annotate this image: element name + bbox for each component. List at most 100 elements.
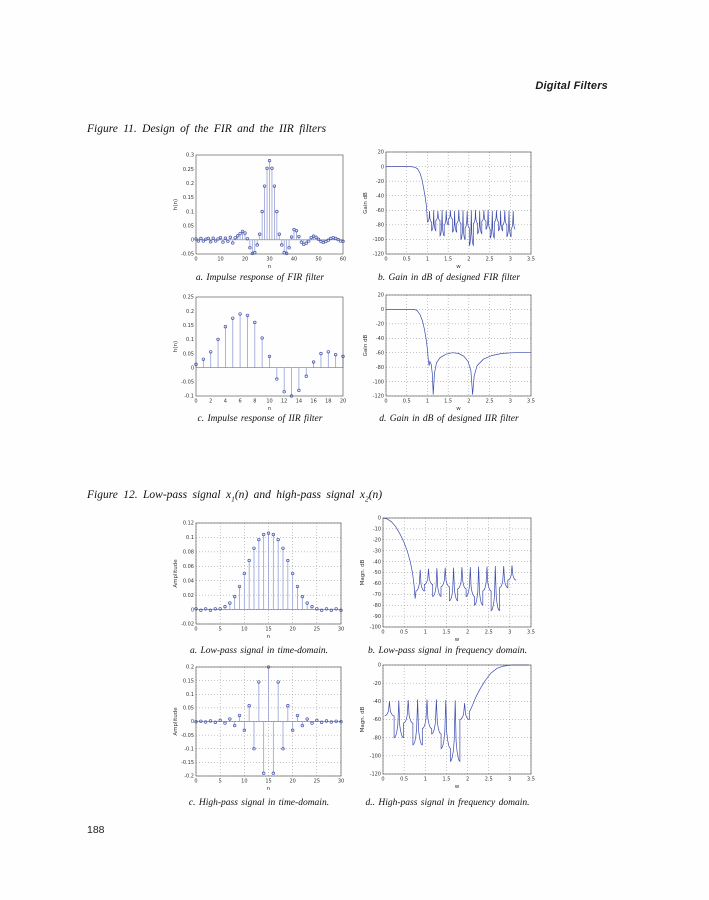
svg-text:Gain dB: Gain dB — [363, 192, 369, 214]
svg-text:2.5: 2.5 — [485, 630, 493, 636]
svg-text:-60: -60 — [376, 208, 384, 214]
svg-text:3.5: 3.5 — [527, 257, 535, 263]
svg-text:-60: -60 — [373, 581, 381, 587]
svg-text:-20: -20 — [373, 681, 381, 687]
svg-text:w: w — [456, 264, 461, 270]
svg-text:1: 1 — [424, 777, 427, 783]
svg-text:12: 12 — [281, 399, 287, 405]
svg-text:0.25: 0.25 — [183, 295, 194, 301]
svg-text:30: 30 — [266, 257, 272, 263]
svg-text:25: 25 — [314, 779, 320, 785]
svg-text:-100: -100 — [373, 237, 384, 243]
lp-time-plot: 0 5 10 15 20 25 300.120.10.080.060.040.020-0.0… — [173, 521, 344, 640]
svg-text:-0.2: -0.2 — [184, 774, 194, 780]
svg-text:Amplitude: Amplitude — [173, 707, 179, 736]
svg-text:w: w — [455, 637, 460, 643]
svg-text:-40: -40 — [373, 559, 381, 565]
svg-text:0: 0 — [378, 516, 381, 522]
figure12-caption-mid: (n) and high-pass signal x — [234, 489, 365, 501]
svg-text:18: 18 — [325, 399, 331, 405]
svg-text:-120: -120 — [370, 772, 381, 778]
svg-text:Magn. dB: Magn. dB — [360, 706, 366, 732]
svg-text:20: 20 — [378, 293, 384, 299]
svg-text:h(n): h(n) — [173, 199, 179, 210]
chart-fir-impulse: 0 10 20 30 40 50 60 0.3 0.25 0.2 0.15 0.1 0.05 0 -0.05… — [170, 150, 350, 270]
svg-text:60: 60 — [340, 257, 346, 263]
svg-text:w: w — [456, 406, 461, 412]
svg-text:-100: -100 — [370, 625, 381, 631]
svg-text:1: 1 — [426, 399, 429, 405]
svg-text:-0.1: -0.1 — [184, 394, 194, 400]
svg-text:20: 20 — [242, 257, 248, 263]
svg-text:3: 3 — [508, 777, 511, 783]
svg-text:10: 10 — [241, 779, 247, 785]
figure12-caption: Figure 12. Low-pass signal x1(n) and hig… — [87, 489, 382, 503]
hp-time-plot: 0 5 10 15 20 25 30 0.2 0.15 0.1 0.05 0 -0.05 -0.1 -0.1… — [173, 665, 344, 792]
svg-text:0.02: 0.02 — [183, 593, 194, 599]
svg-text:20: 20 — [289, 779, 295, 785]
svg-text:h(n): h(n) — [173, 341, 179, 352]
svg-text:3.5: 3.5 — [527, 777, 535, 783]
svg-text:-10: -10 — [373, 527, 381, 533]
svg-text:0.5: 0.5 — [400, 777, 408, 783]
iir-impulse-plot: 0 2 4 6 8 10 12 14 16 18 20 0.25 0.2 0.15 0.1 0.05 0 -0.0… — [173, 295, 346, 412]
chart-lp-time: 0 5 10 15 20 25 30 0.12 0.1 0.08 0.06 0.04 0.02 0 -0.0… — [170, 518, 348, 640]
svg-text:0.25: 0.25 — [183, 167, 194, 173]
svg-text:0.1: 0.1 — [186, 337, 194, 343]
svg-text:0.08: 0.08 — [183, 550, 194, 556]
svg-text:0.1: 0.1 — [186, 692, 194, 698]
svg-text:-40: -40 — [376, 336, 384, 342]
svg-text:0.05: 0.05 — [183, 223, 194, 229]
svg-text:-0.15: -0.15 — [181, 760, 194, 766]
chart-iir-gain: 0 0.5 1 1.5 2 2.5 3 3.5 20 0 -20 -40 -60 -80 -100 -120 w… — [360, 290, 538, 412]
svg-text:25: 25 — [314, 627, 320, 633]
svg-text:3: 3 — [509, 399, 512, 405]
chart-hp-freq: 0 0.5 1 1.5 2 2.5 3 3.5 0 -20 -40 -60 -80 -100 -120 w Ma… — [357, 660, 538, 790]
svg-text:1: 1 — [424, 630, 427, 636]
figure12-caption-sub2: 2 — [364, 494, 369, 504]
svg-text:14: 14 — [296, 399, 302, 405]
svg-text:4: 4 — [224, 399, 227, 405]
lp-freq-plot: 0 0.5 1 1.5 2 2.5 3 3.5 0 -10 -20 -30 -40 -50 -60 -70 -8… — [360, 516, 535, 643]
chart-hp-time: 0 5 10 15 20 25 30 0.2 0.15 0.1 0.05 0 -0.05 -0.1 -0.1… — [170, 662, 348, 792]
svg-text:-80: -80 — [376, 223, 384, 229]
svg-text:0.05: 0.05 — [183, 351, 194, 357]
svg-text:n: n — [267, 634, 271, 640]
svg-text:10: 10 — [266, 399, 272, 405]
svg-text:30: 30 — [338, 779, 344, 785]
svg-text:-100: -100 — [370, 754, 381, 760]
svg-text:-60: -60 — [376, 350, 384, 356]
svg-text:0.15: 0.15 — [183, 195, 194, 201]
svg-text:2.5: 2.5 — [486, 399, 494, 405]
svg-text:0.04: 0.04 — [183, 578, 194, 584]
svg-text:50: 50 — [315, 257, 321, 263]
svg-text:3.5: 3.5 — [527, 630, 535, 636]
svg-text:1.5: 1.5 — [444, 399, 452, 405]
caption-fir-impulse: a. Impulse response of FIR filter — [195, 273, 325, 283]
svg-text:0: 0 — [384, 399, 387, 405]
svg-text:-20: -20 — [373, 538, 381, 544]
svg-text:-70: -70 — [373, 592, 381, 598]
svg-text:0.1: 0.1 — [186, 209, 194, 215]
svg-text:20: 20 — [378, 150, 384, 156]
svg-text:3: 3 — [509, 257, 512, 263]
svg-text:0: 0 — [194, 627, 197, 633]
figure12-caption-pre: Figure 12. Low-pass signal x — [87, 489, 232, 501]
svg-text:6: 6 — [239, 399, 242, 405]
svg-text:-20: -20 — [376, 322, 384, 328]
svg-text:20: 20 — [289, 627, 295, 633]
svg-text:-40: -40 — [373, 699, 381, 705]
svg-text:0.15: 0.15 — [183, 323, 194, 329]
figure12-caption-sub1: 1 — [231, 494, 235, 504]
svg-text:0: 0 — [194, 399, 197, 405]
svg-text:-30: -30 — [373, 548, 381, 554]
caption-hp-time: c. High-pass signal in time-domain. — [188, 798, 330, 808]
caption-hp-freq: d.. High-pass signal in frequency domain… — [365, 798, 530, 808]
svg-text:15: 15 — [265, 779, 271, 785]
svg-text:0.05: 0.05 — [183, 706, 194, 712]
svg-text:2: 2 — [466, 777, 469, 783]
svg-text:0.5: 0.5 — [400, 630, 408, 636]
svg-text:-0.05: -0.05 — [181, 380, 194, 386]
chart-iir-impulse: 0 2 4 6 8 10 12 14 16 18 20 0.25 0.2 0.15 0.1 0.05 0 -0.0… — [170, 292, 350, 412]
